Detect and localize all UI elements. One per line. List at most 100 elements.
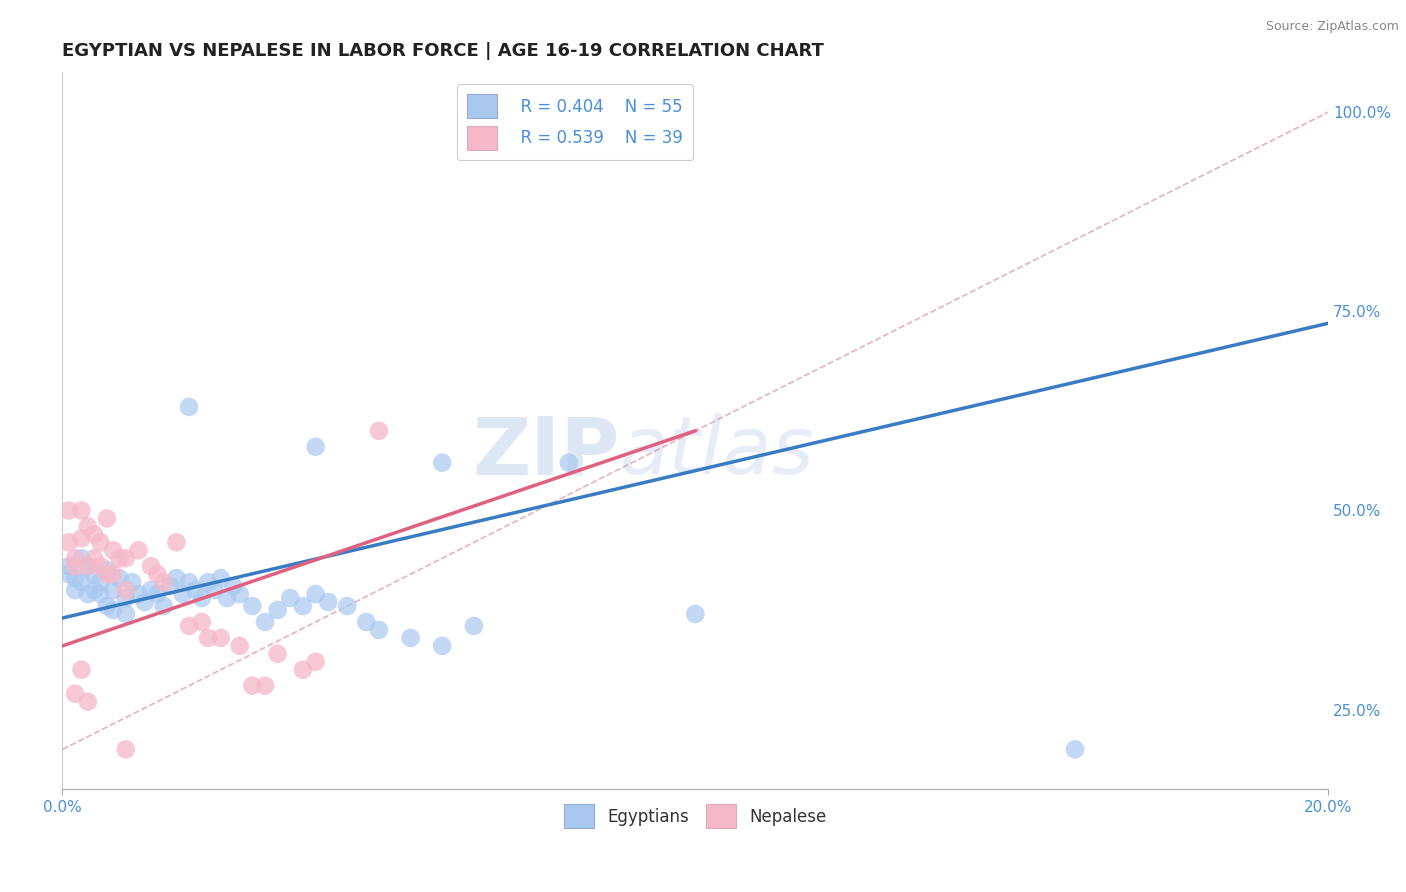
Point xyxy=(108,551,131,566)
Point xyxy=(89,559,111,574)
Point xyxy=(114,742,136,756)
Point xyxy=(228,587,250,601)
Point xyxy=(202,583,225,598)
Point xyxy=(152,575,174,590)
Point xyxy=(101,583,124,598)
Point xyxy=(215,591,238,605)
Point xyxy=(63,571,86,585)
Point xyxy=(558,456,581,470)
Point xyxy=(70,663,93,677)
Point xyxy=(316,595,339,609)
Point xyxy=(63,559,86,574)
Point xyxy=(114,607,136,621)
Point xyxy=(139,583,162,598)
Point xyxy=(76,587,98,601)
Point xyxy=(70,532,93,546)
Point xyxy=(190,591,212,605)
Point xyxy=(83,527,105,541)
Point xyxy=(76,559,98,574)
Point xyxy=(1064,742,1087,756)
Point xyxy=(70,551,93,566)
Point xyxy=(89,587,111,601)
Point xyxy=(240,679,263,693)
Point xyxy=(134,595,156,609)
Point xyxy=(127,543,149,558)
Point xyxy=(222,579,245,593)
Point xyxy=(165,535,187,549)
Point xyxy=(159,579,181,593)
Point xyxy=(197,575,219,590)
Point xyxy=(172,587,194,601)
Point xyxy=(70,503,93,517)
Point xyxy=(266,603,288,617)
Point xyxy=(83,583,105,598)
Point xyxy=(96,563,118,577)
Point xyxy=(58,503,80,517)
Point xyxy=(152,599,174,613)
Point xyxy=(165,571,187,585)
Point xyxy=(96,599,118,613)
Point xyxy=(266,647,288,661)
Point xyxy=(354,615,377,629)
Point xyxy=(114,583,136,598)
Point xyxy=(96,511,118,525)
Text: atlas: atlas xyxy=(620,413,814,491)
Point xyxy=(63,583,86,598)
Point xyxy=(101,543,124,558)
Point xyxy=(63,687,86,701)
Point xyxy=(139,559,162,574)
Point xyxy=(146,587,169,601)
Text: Source: ZipAtlas.com: Source: ZipAtlas.com xyxy=(1265,20,1399,33)
Point xyxy=(58,559,80,574)
Point xyxy=(304,655,326,669)
Point xyxy=(58,567,80,582)
Point xyxy=(121,575,143,590)
Point xyxy=(240,599,263,613)
Point xyxy=(432,456,454,470)
Point xyxy=(190,615,212,629)
Point xyxy=(253,679,276,693)
Legend: Egyptians, Nepalese: Egyptians, Nepalese xyxy=(558,797,834,835)
Point xyxy=(83,567,105,582)
Point xyxy=(685,607,707,621)
Point xyxy=(89,575,111,590)
Point xyxy=(101,567,124,582)
Point xyxy=(432,639,454,653)
Point xyxy=(89,535,111,549)
Point xyxy=(83,551,105,566)
Point xyxy=(114,591,136,605)
Point xyxy=(278,591,301,605)
Text: EGYPTIAN VS NEPALESE IN LABOR FORCE | AGE 16-19 CORRELATION CHART: EGYPTIAN VS NEPALESE IN LABOR FORCE | AG… xyxy=(62,42,824,60)
Point xyxy=(146,567,169,582)
Point xyxy=(76,695,98,709)
Point xyxy=(63,551,86,566)
Point xyxy=(304,440,326,454)
Point xyxy=(58,535,80,549)
Point xyxy=(177,400,200,414)
Point xyxy=(108,571,131,585)
Point xyxy=(291,599,314,613)
Point xyxy=(336,599,359,613)
Point xyxy=(197,631,219,645)
Point xyxy=(304,587,326,601)
Point xyxy=(253,615,276,629)
Point xyxy=(367,424,389,438)
Point xyxy=(76,519,98,533)
Point xyxy=(367,623,389,637)
Point xyxy=(209,571,232,585)
Point xyxy=(177,619,200,633)
Point xyxy=(463,619,485,633)
Point xyxy=(399,631,422,645)
Text: ZIP: ZIP xyxy=(472,413,620,491)
Point xyxy=(101,603,124,617)
Point xyxy=(209,631,232,645)
Point xyxy=(76,559,98,574)
Point xyxy=(114,551,136,566)
Point xyxy=(96,567,118,582)
Point xyxy=(184,583,207,598)
Point xyxy=(228,639,250,653)
Point xyxy=(127,587,149,601)
Point xyxy=(291,663,314,677)
Point xyxy=(177,575,200,590)
Point xyxy=(70,575,93,590)
